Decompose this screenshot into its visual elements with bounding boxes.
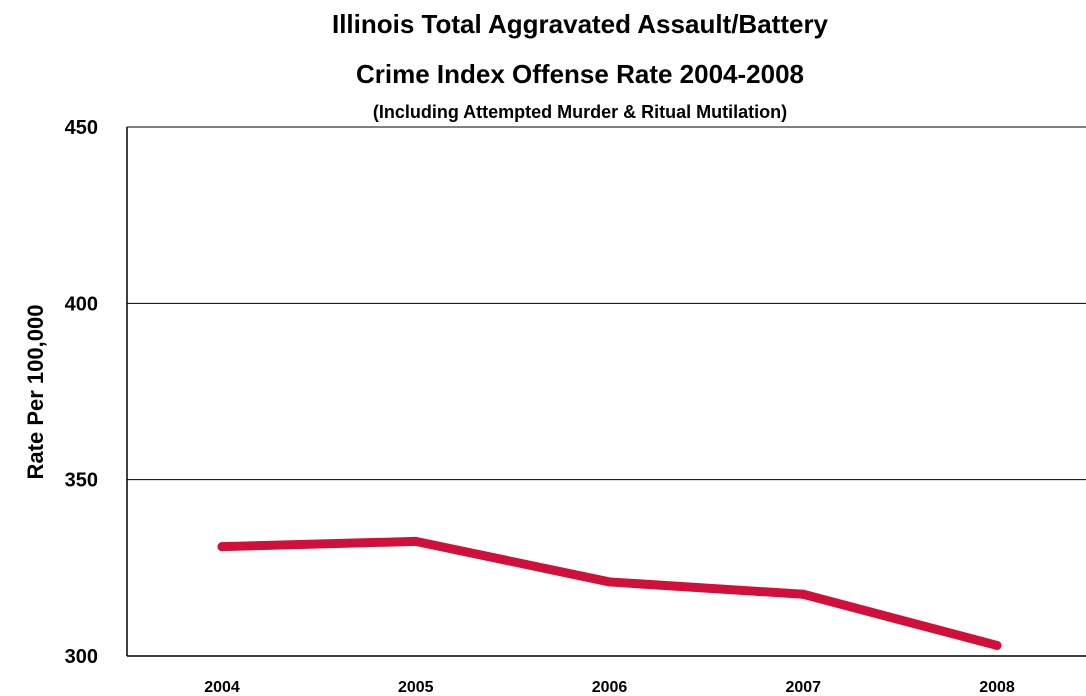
x-tick-label: 2005 <box>398 679 434 696</box>
chart-title: Illinois Total Aggravated Assault/Batter… <box>332 9 829 39</box>
data-point <box>798 589 808 599</box>
chart-subtitle: Crime Index Offense Rate 2004-2008 <box>356 59 804 89</box>
x-tick-label: 2004 <box>204 679 240 696</box>
x-tick-label: 2008 <box>979 679 1015 696</box>
x-tick-label: 2006 <box>592 679 628 696</box>
plot-area: 300 350 400 450 2004 2005 2006 2007 2008 <box>65 117 1086 696</box>
y-tick-label: 300 <box>65 646 98 668</box>
series-line <box>217 536 1002 650</box>
y-tick-label: 350 <box>65 470 98 492</box>
x-tick-label: 2007 <box>785 679 821 696</box>
y-tick-label: 400 <box>65 293 98 315</box>
data-point <box>217 542 227 552</box>
data-point <box>605 577 614 587</box>
chart-note: (Including Attempted Murder & Ritual Mut… <box>373 102 787 122</box>
y-axis-label: Rate Per 100,000 <box>23 305 48 480</box>
data-point <box>992 640 1002 650</box>
data-point <box>411 536 421 546</box>
y-tick-label: 450 <box>65 117 98 139</box>
